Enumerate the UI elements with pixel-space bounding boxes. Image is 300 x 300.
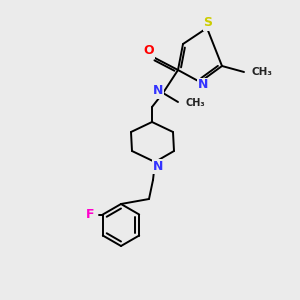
Text: O: O	[144, 44, 154, 58]
Text: CH₃: CH₃	[186, 98, 206, 108]
Text: CH₃: CH₃	[251, 67, 272, 77]
Text: S: S	[203, 16, 212, 29]
Text: N: N	[153, 85, 163, 98]
Text: N: N	[198, 79, 208, 92]
Text: F: F	[85, 208, 94, 221]
Text: N: N	[153, 160, 163, 172]
